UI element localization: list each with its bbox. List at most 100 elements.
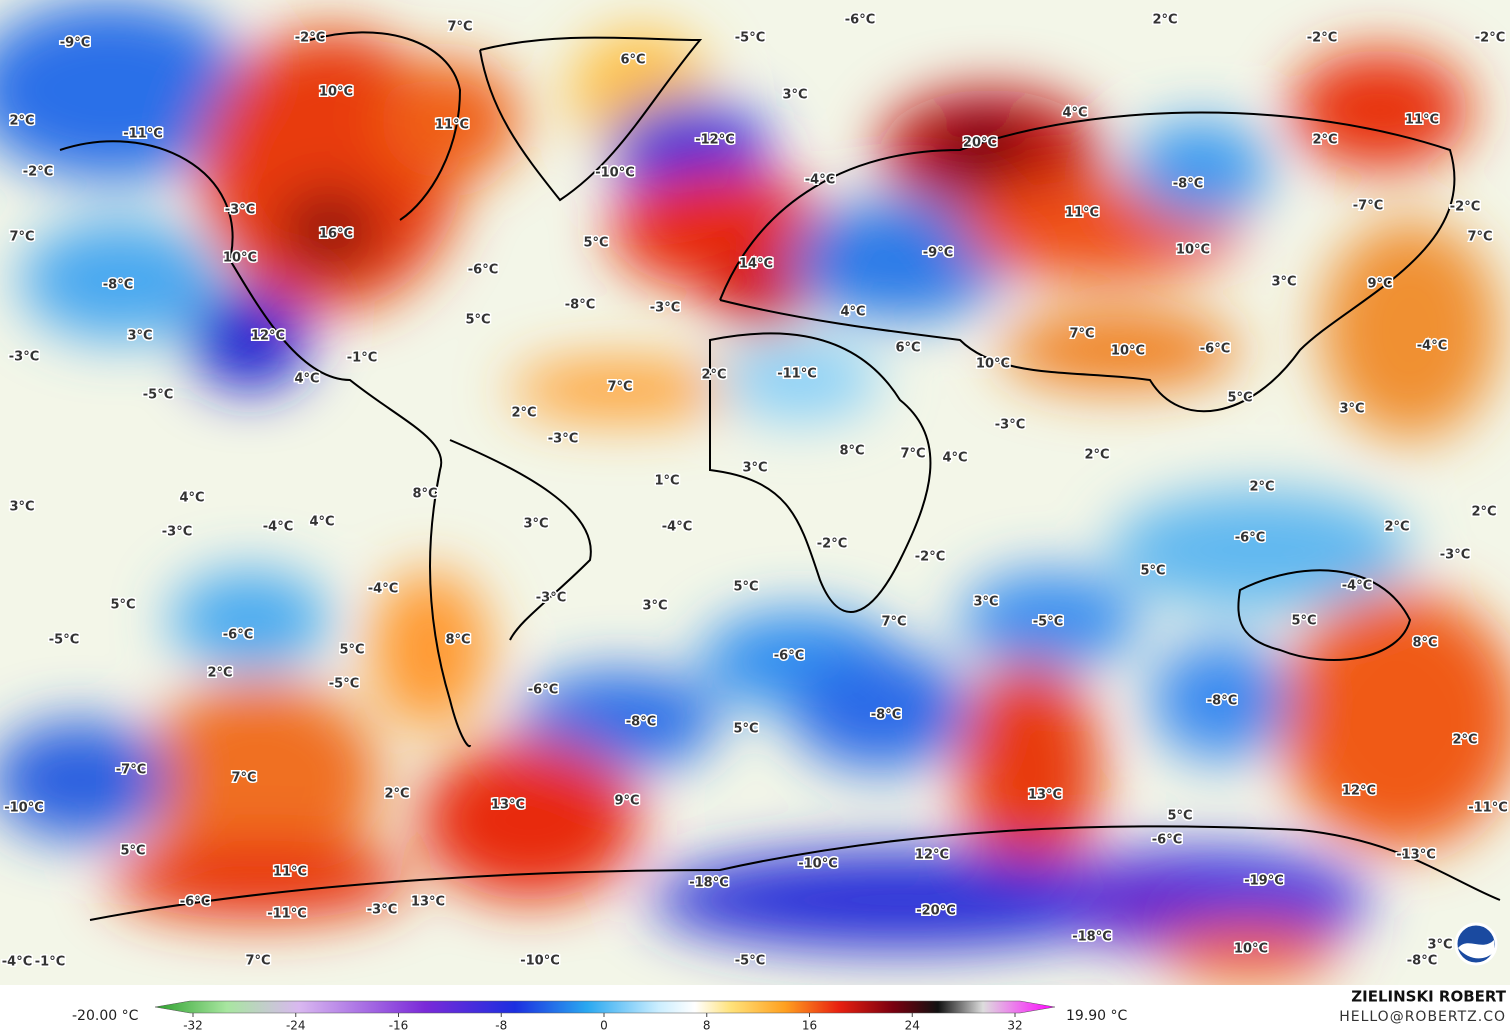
temperature-label: -11°C — [123, 127, 163, 142]
temperature-label: -6°C — [1200, 342, 1230, 357]
temperature-label: -8°C — [103, 278, 133, 293]
temperature-label: -12°C — [695, 133, 735, 148]
map-background — [0, 0, 1510, 985]
temperature-label: -7°C — [116, 763, 146, 778]
temperature-label: 4°C — [294, 372, 319, 387]
temperature-label: 2°C — [207, 666, 232, 681]
temperature-label: 1°C — [654, 474, 679, 489]
temperature-label: 13°C — [1028, 788, 1062, 803]
temperature-label: -2°C — [295, 31, 325, 46]
temperature-label: 2°C — [384, 787, 409, 802]
temperature-label: -8°C — [565, 298, 595, 313]
temperature-label: 12°C — [1342, 784, 1376, 799]
temperature-label: 16°C — [319, 227, 353, 242]
temperature-label: 3°C — [523, 517, 548, 532]
temperature-label: -11°C — [267, 907, 307, 922]
temperature-label: -6°C — [180, 895, 210, 910]
temperature-label: -8°C — [1407, 954, 1437, 969]
temperature-label: -3°C — [367, 903, 397, 918]
temperature-label: -6°C — [1235, 531, 1265, 546]
credit-name: ZIELINSKI ROBERT — [1351, 988, 1506, 1006]
temperature-label: -20°C — [916, 904, 956, 919]
temperature-label: 12°C — [251, 329, 285, 344]
temperature-label: -4°C — [368, 582, 398, 597]
temperature-label: -1°C — [347, 351, 377, 366]
temperature-label: -18°C — [689, 876, 729, 891]
colorbar-tick-label: -32 — [183, 1019, 203, 1033]
temperature-label: -3°C — [650, 301, 680, 316]
temperature-label: 5°C — [120, 844, 145, 859]
temperature-label: -4°C — [1342, 579, 1372, 594]
temperature-label: -10°C — [4, 801, 44, 816]
temperature-label: 2°C — [701, 368, 726, 383]
temperature-label: 7°C — [447, 20, 472, 35]
temperature-label: 8°C — [445, 633, 470, 648]
temperature-label: -6°C — [1152, 833, 1182, 848]
temperature-label: 4°C — [840, 305, 865, 320]
temperature-label: -13°C — [1396, 848, 1436, 863]
temperature-label: 4°C — [179, 491, 204, 506]
temperature-label: 11°C — [1065, 206, 1099, 221]
temperature-label: -4°C — [263, 520, 293, 535]
temperature-label: 7°C — [1467, 230, 1492, 245]
temperature-label: 6°C — [620, 53, 645, 68]
temperature-label: 6°C — [895, 341, 920, 356]
map-labels: -9°C -2°C 7°C 6°C -5°C -6°C 2°C -2°C -2°C 2°C -11°… — [0, 11, 1509, 971]
temperature-label: -6°C — [468, 263, 498, 278]
temperature-label: 3°C — [1271, 275, 1296, 290]
temperature-label: 3°C — [973, 595, 998, 610]
colorbar-tick-label: 0 — [600, 1019, 608, 1033]
temperature-label: -19°C — [1244, 874, 1284, 889]
temperature-label: -4°C — [1417, 339, 1447, 354]
temperature-label: -8°C — [626, 715, 656, 730]
temperature-label: 10°C — [1176, 243, 1210, 258]
temperature-label: 5°C — [1291, 614, 1316, 629]
temperature-label: -3°C — [1440, 548, 1470, 563]
temperature-label: -5°C — [735, 31, 765, 46]
temperature-label: 8°C — [839, 444, 864, 459]
temperature-label: 7°C — [881, 615, 906, 630]
temperature-label: -2°C — [915, 550, 945, 565]
colorbar-tick-label: -8 — [495, 1019, 507, 1033]
temperature-label: -18°C — [1072, 930, 1112, 945]
temperature-label: 10°C — [976, 357, 1010, 372]
temperature-label: 3°C — [127, 329, 152, 344]
temperature-label: -5°C — [735, 954, 765, 969]
temperature-label: 3°C — [642, 599, 667, 614]
temperature-label: -8°C — [1207, 694, 1237, 709]
temperature-label: 5°C — [465, 313, 490, 328]
temperature-label: 7°C — [9, 230, 34, 245]
temperature-label: 7°C — [1069, 327, 1094, 342]
temperature-label: 2°C — [1084, 448, 1109, 463]
temperature-label: -3°C — [225, 203, 255, 218]
temperature-label: -4°C — [662, 520, 692, 535]
temperature-label: -4°C — [805, 173, 835, 188]
temperature-label: 5°C — [583, 236, 608, 251]
temperature-label: 7°C — [607, 380, 632, 395]
temperature-label: 2°C — [9, 114, 34, 129]
temperature-label: -1°C — [35, 955, 65, 970]
temperature-label: -5°C — [1033, 615, 1063, 630]
temperature-label: -3°C — [162, 525, 192, 540]
temperature-label: 2°C — [1152, 13, 1177, 28]
temperature-label: 2°C — [1471, 505, 1496, 520]
temperature-label: -10°C — [595, 166, 635, 181]
coastlines — [59, 31, 1501, 921]
temperature-label: 5°C — [110, 598, 135, 613]
temperature-label: 11°C — [1405, 113, 1439, 128]
temperature-label: -6°C — [774, 649, 804, 664]
temperature-label: 10°C — [1111, 344, 1145, 359]
temperature-label: -9°C — [60, 36, 90, 51]
temperature-label: 2°C — [1312, 133, 1337, 148]
temperature-label: 4°C — [1062, 106, 1087, 121]
temperature-label: 3°C — [742, 461, 767, 476]
temperature-label: -5°C — [49, 633, 79, 648]
temperature-label: -2°C — [1307, 31, 1337, 46]
temperature-label: -5°C — [143, 388, 173, 403]
temperature-label: 20°C — [963, 136, 997, 151]
temperature-label: -6°C — [845, 13, 875, 28]
temperature-label: 9°C — [1367, 277, 1392, 292]
temperature-label: -3°C — [536, 591, 566, 606]
temperature-label: 3°C — [9, 500, 34, 515]
colorbar — [154, 1000, 1056, 1014]
